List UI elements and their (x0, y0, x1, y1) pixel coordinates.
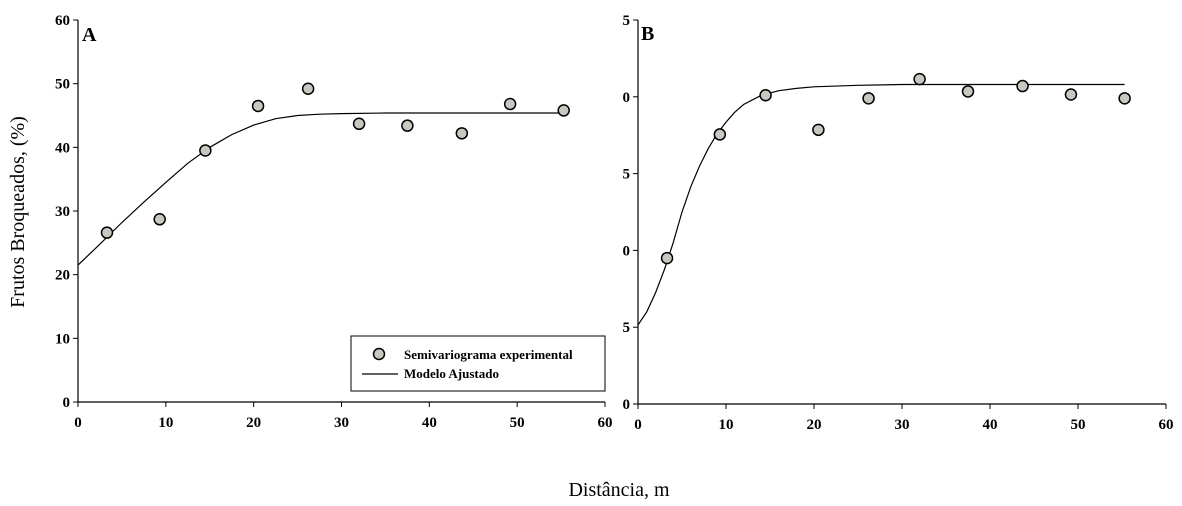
panel-b-data-point (1016, 79, 1029, 93)
panel-a-y-tick-label: 40 (55, 140, 70, 156)
panel-b-y-tick-label: 5 (623, 13, 631, 29)
panel-a-x-tick-label: 60 (598, 415, 613, 431)
panel-a-data-point (301, 82, 315, 96)
legend: Semivariograma experimental Modelo Ajust… (350, 335, 606, 392)
panel-b-data-point (759, 89, 772, 102)
panel-a-y-tick-label: 30 (55, 204, 70, 220)
panel-b-x-tick-label: 30 (895, 417, 910, 433)
panel-a: 0 10 20 30 40 50 60 0 10 20 30 40 50 60 (55, 13, 613, 431)
panel-b-y-tick-label: 0 (623, 243, 631, 259)
panel-a-x-tick-label: 50 (510, 415, 525, 431)
panel-b-data-point (812, 123, 825, 137)
panel-b-y-tick-label: 5 (623, 320, 631, 336)
panel-b-x-tick-label: 60 (1159, 417, 1174, 433)
panel-a-x-tick-label: 20 (246, 415, 261, 431)
legend-marker-icon (372, 347, 386, 361)
panel-b-x-tick-label: 50 (1071, 417, 1086, 433)
panel-a-x-tick-label: 40 (422, 415, 437, 431)
panel-a-data-point (153, 213, 166, 226)
panel-a-data-point (503, 97, 517, 111)
panel-b-data-point (862, 92, 875, 105)
panel-b-data-point (1064, 88, 1078, 101)
panel-b-model-line (637, 83, 1125, 326)
panel-a-letter: A (82, 24, 97, 46)
legend-label-experimental: Semivariograma experimental (404, 347, 573, 362)
panel-b-letter: B (641, 23, 654, 45)
panel-a-x-tick-label: 30 (334, 415, 349, 431)
panel-a-data-point (199, 144, 212, 157)
panel-a-data-point (352, 117, 366, 131)
panel-a-x-tick-label: 0 (74, 415, 82, 431)
panel-a-model-line (77, 112, 564, 266)
panel-b-data-point (913, 72, 926, 86)
panel-b-data-point (1118, 92, 1131, 105)
x-axis-title: Distância, m (568, 479, 670, 501)
panel-a-y-tick-label: 0 (63, 395, 71, 411)
panel-b-data-point (961, 85, 975, 98)
panel-b-data-point (713, 128, 727, 141)
panel-b-y-tick-label: 5 (623, 167, 631, 183)
panel-b-x-tick-label: 40 (983, 417, 998, 433)
panel-b-y-tick-label: 0 (623, 397, 631, 413)
panel-b-x-tick-label: 10 (719, 417, 734, 433)
panel-a-data-point (557, 104, 570, 117)
panel-a-data-point (251, 99, 265, 113)
panel-a-y-tick-label: 60 (55, 13, 70, 29)
panel-a-y-tick-label: 10 (55, 331, 70, 347)
panel-b-x-tick-label: 0 (634, 417, 642, 433)
panel-b-y-tick-label: 0 (623, 90, 631, 106)
panel-b-data-point (660, 251, 674, 265)
panel-b-x-tick-label: 20 (807, 417, 822, 433)
panel-a-data-point (100, 226, 114, 239)
y-axis-title: Frutos Broqueados, (%) (7, 116, 29, 308)
panel-a-y-tick-label: 20 (55, 268, 70, 284)
legend-box (350, 335, 606, 392)
panel-a-data-point (455, 127, 469, 140)
panel-a-x-tick-label: 10 (158, 415, 173, 431)
legend-label-model: Modelo Ajustado (404, 366, 499, 381)
panel-a-data-point (401, 119, 414, 132)
panel-a-y-tick-label: 50 (55, 77, 70, 93)
